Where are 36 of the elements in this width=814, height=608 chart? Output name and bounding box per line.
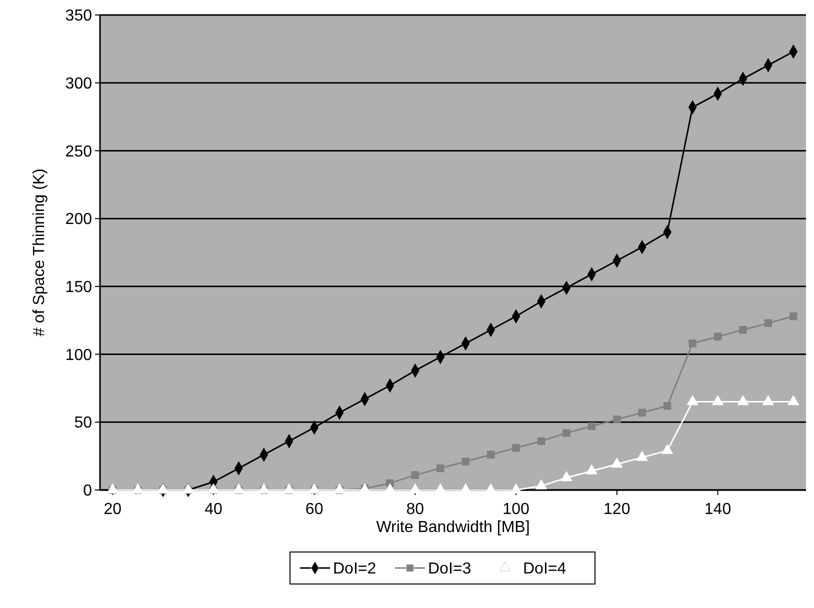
y-tick-label: 50 <box>74 414 92 432</box>
point <box>512 444 520 452</box>
point <box>638 408 646 417</box>
point <box>739 326 747 334</box>
y-tick-label: 100 <box>65 346 92 364</box>
point <box>537 437 546 446</box>
x-tick-label: 20 <box>104 501 122 518</box>
y-axis-title: # of Space Thinning (K) <box>31 168 48 336</box>
point <box>764 319 772 327</box>
point <box>562 429 570 437</box>
point <box>714 332 722 341</box>
x-tick-label: 140 <box>704 501 732 518</box>
x-tick-label: 100 <box>502 501 530 518</box>
point <box>462 458 470 466</box>
point <box>663 402 672 410</box>
legend-label: DoI=2 <box>333 560 376 578</box>
y-tick-label: 350 <box>65 8 92 25</box>
y-tick-label: 250 <box>65 143 92 160</box>
legend-label: DoI=3 <box>428 560 472 578</box>
x-axis-title: Write Bandwidth [MB] <box>376 519 530 536</box>
x-tick-label: 60 <box>305 501 324 518</box>
point <box>411 471 420 479</box>
x-tick-label: 40 <box>204 501 222 518</box>
point <box>588 422 596 430</box>
point <box>613 416 621 424</box>
point <box>436 464 444 472</box>
y-tick-label: 0 <box>83 482 92 500</box>
x-tick-label: 120 <box>604 501 630 518</box>
y-tick-label: 150 <box>65 279 92 296</box>
y-tick-label: 300 <box>65 75 92 92</box>
legend-label: DoI=4 <box>523 560 566 578</box>
point <box>790 312 798 320</box>
point <box>688 340 696 348</box>
point <box>486 450 495 459</box>
y-tick-label: 200 <box>65 211 92 228</box>
x-tick-label: 80 <box>406 501 424 518</box>
